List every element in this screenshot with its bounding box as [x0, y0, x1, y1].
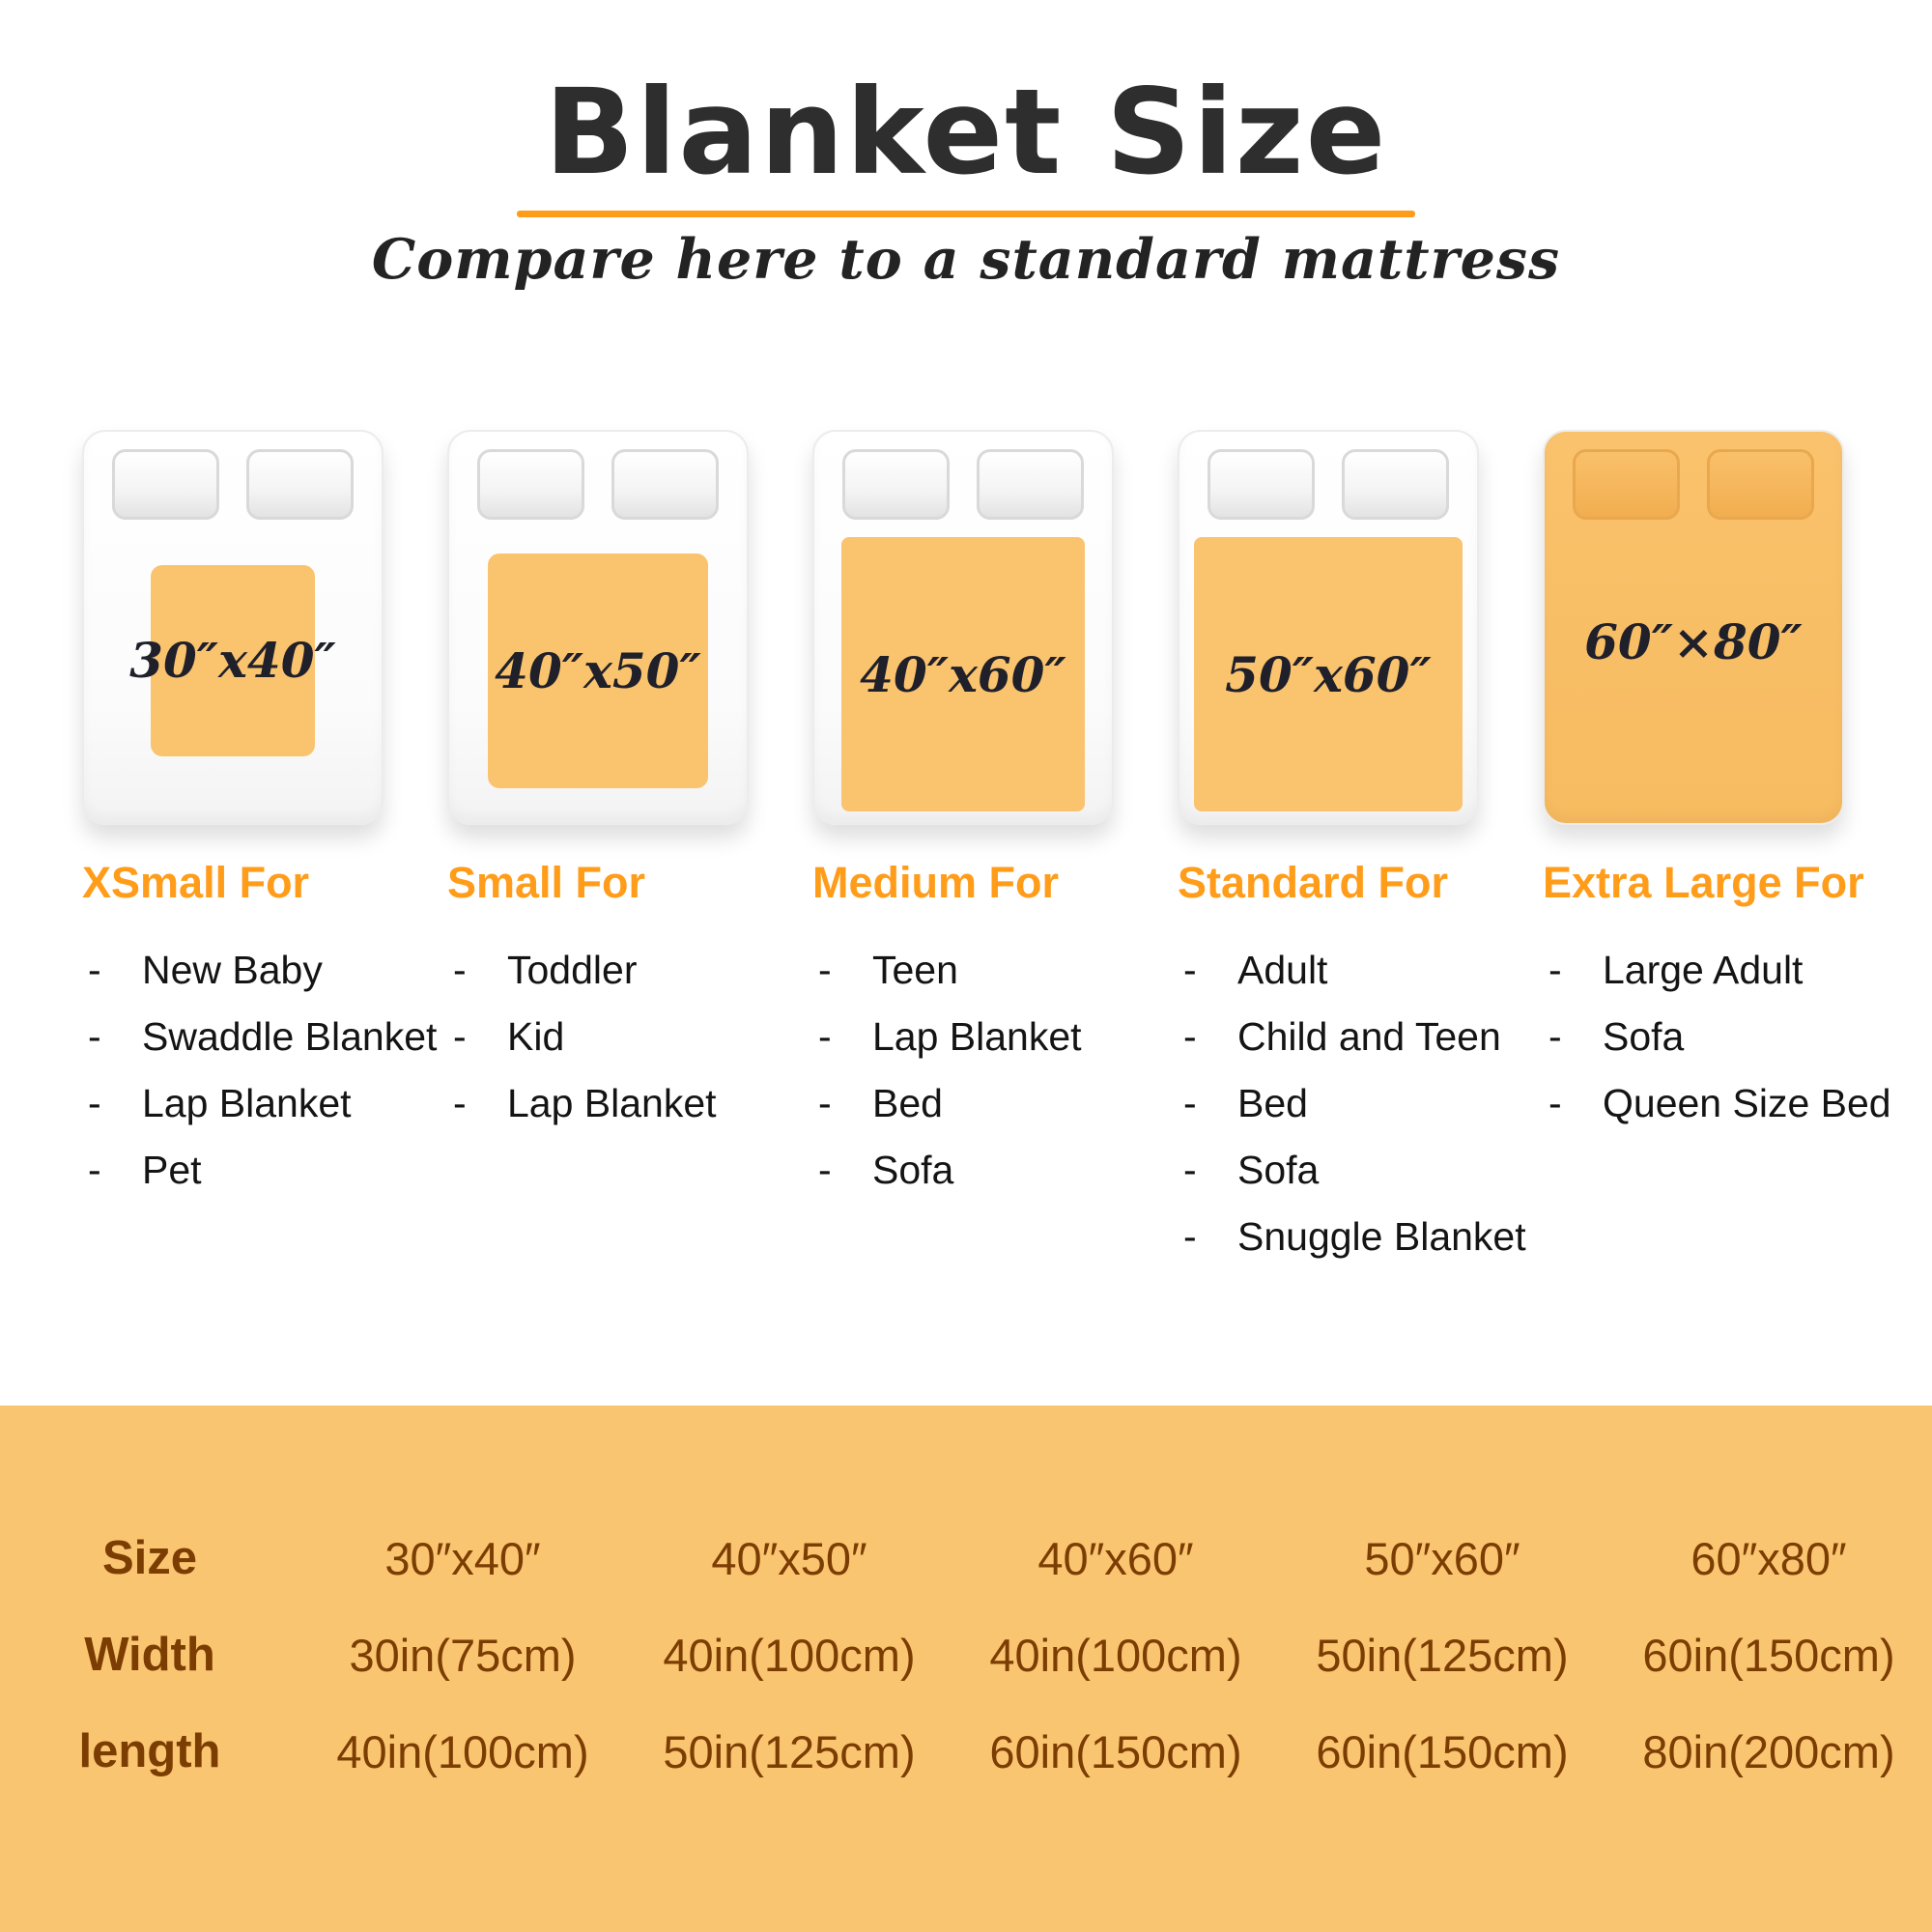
category-items: Toddler Kid Lap Blanket: [447, 937, 795, 1137]
blanket-60x80: 60″×80″: [1545, 432, 1842, 823]
list-item: Kid: [447, 1004, 795, 1070]
category-items: New Baby Swaddle Blanket Lap Blanket Pet: [82, 937, 437, 1204]
category-xsmall: XSmall For New Baby Swaddle Blanket Lap …: [82, 858, 437, 1270]
blanket-size-label: 30″x40″: [129, 632, 336, 690]
list-item: Bed: [1178, 1070, 1525, 1137]
table-cell: 40in(100cm): [663, 1629, 916, 1681]
blanket-size-label: 40″x60″: [860, 645, 1066, 703]
category-title: Extra Large For: [1543, 858, 1864, 907]
pillow-icon: [1341, 449, 1449, 521]
list-item: Snuggle Blanket: [1178, 1204, 1526, 1270]
list-item: Lap Blanket: [82, 1070, 430, 1137]
category-items: Adult Child and Teen Bed Sofa Snuggle Bl…: [1178, 937, 1526, 1270]
table-cell: 30″x40″: [384, 1532, 541, 1584]
table-row-width: Width 30in(75cm) 40in(100cm) 40in(100cm)…: [0, 1606, 1932, 1703]
table-cell: 40in(100cm): [336, 1725, 589, 1777]
category-extra-large: Extra Large For Large Adult Sofa Queen S…: [1543, 858, 1891, 1270]
list-item: Lap Blanket: [447, 1070, 795, 1137]
pillow-icon: [1573, 449, 1681, 521]
table-row-length: length 40in(100cm) 50in(125cm) 60in(150c…: [0, 1703, 1932, 1800]
list-item: Adult: [1178, 937, 1525, 1004]
blanket-size-label: 40″x50″: [495, 641, 701, 699]
table-cell: 50″x60″: [1364, 1532, 1520, 1584]
list-item: Toddler: [447, 937, 795, 1004]
blanket-40x50: 40″x50″: [488, 553, 708, 788]
list-item: Bed: [812, 1070, 1160, 1137]
table-row-size: Size 30″x40″ 40″x50″ 40″x60″ 50″x60″ 60″…: [0, 1510, 1932, 1606]
list-item: Swaddle Blanket: [82, 1004, 437, 1070]
blanket-30x40: 30″x40″: [129, 564, 336, 757]
pillow-icon: [477, 449, 585, 521]
category-items: Large Adult Sofa Queen Size Bed: [1543, 937, 1891, 1137]
list-item: Sofa: [812, 1137, 1160, 1204]
pillow-icon: [611, 449, 719, 521]
category-title: Small For: [447, 858, 646, 907]
row-label: Size: [101, 1532, 198, 1584]
list-item: Queen Size Bed: [1543, 1070, 1891, 1137]
list-item: Child and Teen: [1178, 1004, 1525, 1070]
mattress-40x60: 40″x60″: [812, 430, 1114, 825]
list-item: Sofa: [1178, 1137, 1525, 1204]
page-subtitle: Compare here to a standard mattress: [371, 227, 1561, 293]
list-item: Lap Blanket: [812, 1004, 1160, 1070]
table-cell: 50in(125cm): [663, 1725, 916, 1777]
mattress-60x80: 60″×80″: [1543, 430, 1844, 825]
page-title: Blanket Size: [544, 64, 1388, 201]
table-cell: 50in(125cm): [1316, 1629, 1569, 1681]
category-small: Small For Toddler Kid Lap Blanket: [447, 858, 795, 1270]
blanket-40x60: 40″x60″: [840, 537, 1086, 811]
pillow-icon: [245, 449, 354, 521]
table-cell: 80in(200cm): [1642, 1725, 1895, 1777]
pillow-icon: [976, 449, 1084, 521]
list-item: Large Adult: [1543, 937, 1890, 1004]
category-standard: Standard For Adult Child and Teen Bed So…: [1178, 858, 1526, 1270]
category-title: XSmall For: [82, 858, 310, 907]
pillow-icon: [1208, 449, 1316, 521]
blanket-size-label: 50″x60″: [1225, 645, 1432, 703]
mattress-row: 30″x40″ 40″x50″ 40″x60″ 50″x60″: [82, 430, 1844, 825]
pillow-icon: [1706, 449, 1814, 521]
table-cell: 40″x60″: [1037, 1532, 1194, 1584]
list-item: Sofa: [1543, 1004, 1890, 1070]
mattress-30x40: 30″x40″: [82, 430, 384, 825]
pillow-icon: [842, 449, 951, 521]
table-cell: 40″x50″: [711, 1532, 867, 1584]
table-cell: 60″x80″: [1690, 1532, 1847, 1584]
row-label: Width: [84, 1629, 215, 1681]
category-title: Medium For: [812, 858, 1059, 907]
table-cell: 40in(100cm): [989, 1629, 1242, 1681]
table-cell: 30in(75cm): [349, 1629, 577, 1681]
blanket-size-label: 60″×80″: [1584, 613, 1803, 671]
list-item: New Baby: [82, 937, 430, 1004]
mattress-40x50: 40″x50″: [447, 430, 749, 825]
size-table: Size 30″x40″ 40″x50″ 40″x60″ 50″x60″ 60″…: [0, 1406, 1932, 1932]
category-title: Standard For: [1178, 858, 1449, 907]
category-row: XSmall For New Baby Swaddle Blanket Lap …: [82, 858, 1891, 1270]
row-label: length: [78, 1725, 221, 1777]
header: Blanket Size Compare here to a standard …: [0, 68, 1932, 292]
mattress-50x60: 50″x60″: [1178, 430, 1479, 825]
category-items: Teen Lap Blanket Bed Sofa: [812, 937, 1160, 1204]
list-item: Teen: [812, 937, 1160, 1004]
table-cell: 60in(150cm): [1642, 1629, 1895, 1681]
title-underline: [517, 211, 1415, 218]
list-item: Pet: [82, 1137, 430, 1204]
blanket-50x60: 50″x60″: [1194, 537, 1463, 811]
pillow-icon: [112, 449, 220, 521]
table-cell: 60in(150cm): [1316, 1725, 1569, 1777]
table-cell: 60in(150cm): [989, 1725, 1242, 1777]
category-medium: Medium For Teen Lap Blanket Bed Sofa: [812, 858, 1160, 1270]
